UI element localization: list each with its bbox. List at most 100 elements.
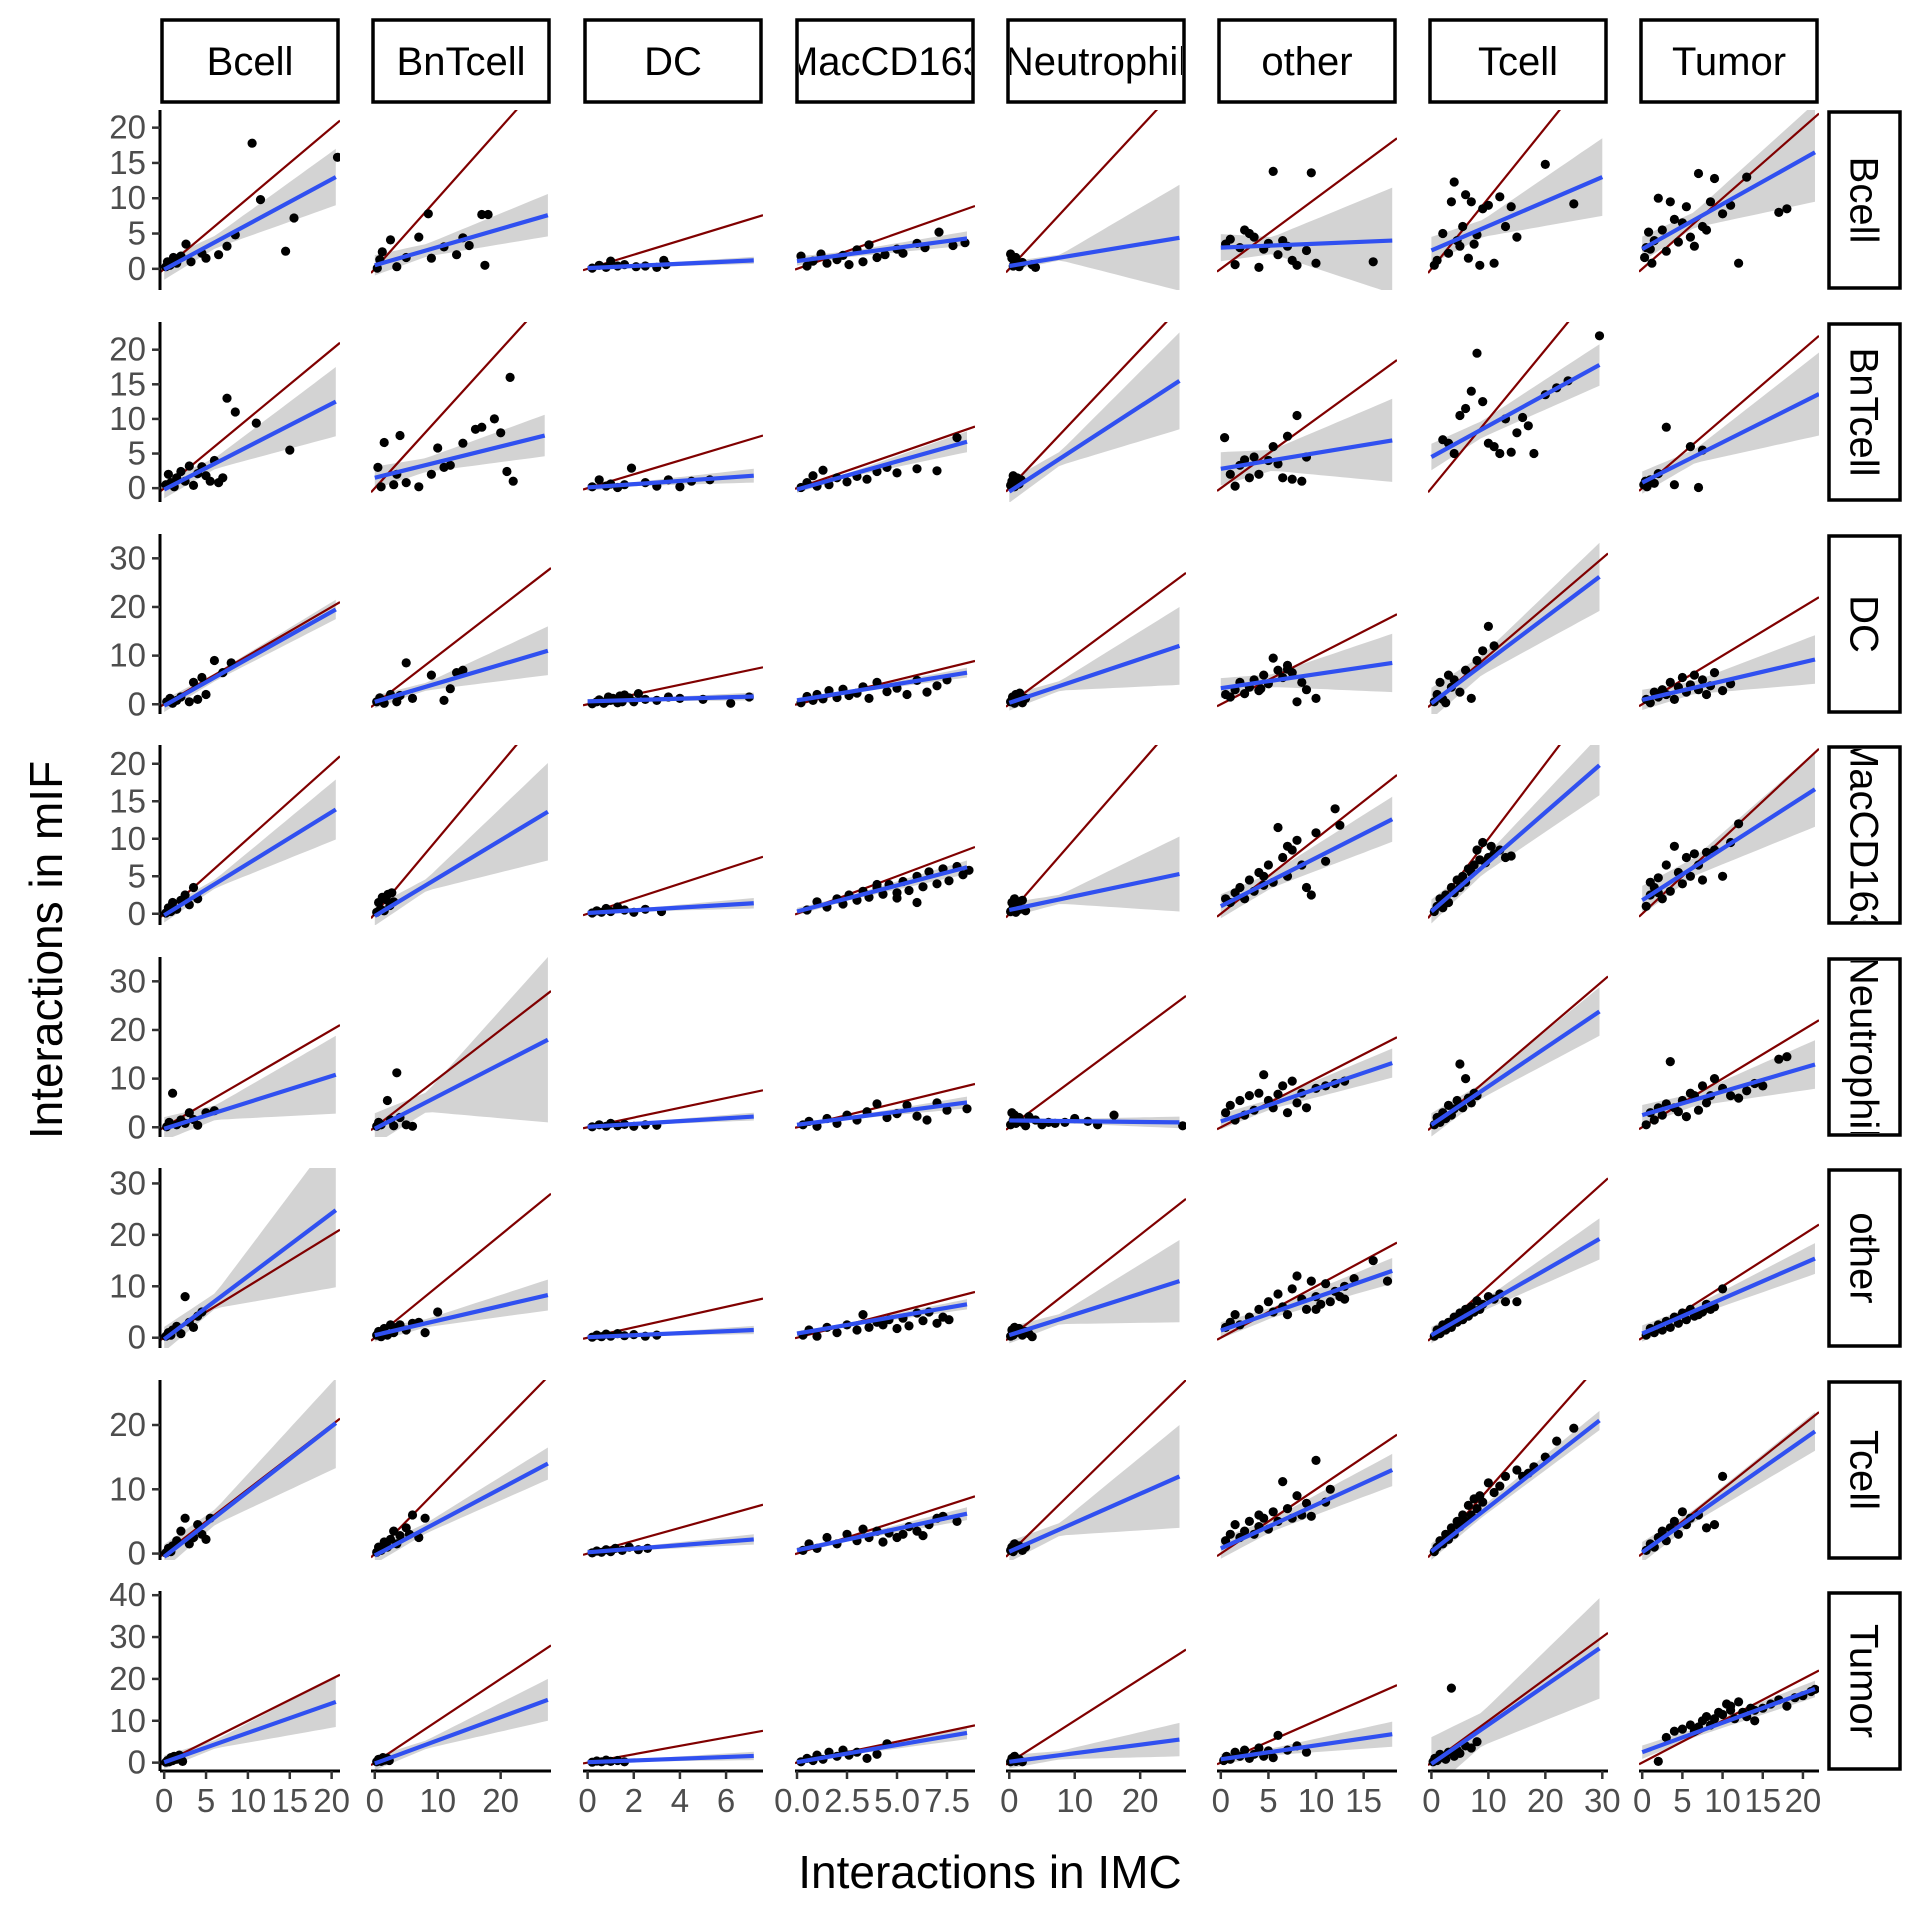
column-strip-box: [1217, 18, 1397, 104]
panel-bntcell-vs-tcell: [1428, 322, 1605, 494]
data-point: [878, 889, 888, 899]
data-point: [1495, 448, 1505, 459]
fit-line: [163, 807, 337, 918]
confidence-band: [1009, 332, 1180, 502]
x-tick-label: 0: [1422, 1782, 1440, 1819]
data-point: [1734, 819, 1744, 829]
data-point: [898, 1529, 908, 1539]
panel-other-vs-tumor: [1639, 1223, 1819, 1342]
data-point: [201, 1534, 211, 1544]
data-point: [1669, 694, 1679, 705]
confidence-band: [374, 1279, 548, 1342]
data-point: [373, 462, 383, 472]
data-point: [1693, 482, 1704, 493]
data-point: [458, 438, 468, 448]
data-point: [1225, 234, 1235, 244]
identity-line: [371, 110, 518, 274]
data-point: [812, 1331, 822, 1341]
data-point: [1478, 1497, 1488, 1507]
data-point: [1282, 841, 1293, 851]
panel-dc-vs-bntcell: [371, 567, 551, 709]
data-point: [1529, 448, 1539, 459]
data-point: [385, 235, 396, 245]
column-strip-box: [583, 18, 763, 104]
data-point: [1718, 1471, 1728, 1481]
data-point: [1653, 1756, 1663, 1766]
data-point: [1455, 1059, 1465, 1069]
x-tick-label: 15: [271, 1782, 308, 1819]
data-point: [904, 885, 914, 896]
data-point: [508, 476, 518, 486]
data-point: [1021, 1121, 1031, 1131]
fit-line: [1430, 363, 1601, 459]
row-strip-label: Tumor: [1842, 1624, 1886, 1738]
data-point: [1225, 692, 1235, 702]
data-point: [858, 1310, 868, 1320]
data-point: [822, 1532, 832, 1543]
data-point: [924, 867, 934, 877]
identity-line: [371, 1380, 547, 1559]
data-point: [1027, 1332, 1037, 1342]
data-point: [247, 138, 257, 148]
panel-other-vs-dc: [583, 1297, 763, 1342]
data-point: [1282, 1108, 1293, 1118]
data-point: [1466, 693, 1476, 704]
data-point: [892, 893, 902, 903]
row-strip-box: [1827, 957, 1902, 1137]
fit-line: [1641, 1686, 1816, 1755]
row-strip-label: other: [1842, 1212, 1886, 1303]
data-point: [407, 1510, 418, 1520]
data-point: [1693, 1105, 1704, 1115]
fit-line: [163, 1699, 337, 1765]
data-point: [1673, 237, 1683, 247]
data-point: [1649, 478, 1659, 488]
data-point: [1758, 1081, 1768, 1091]
y-tick-label: 20: [109, 1011, 146, 1048]
data-point: [1292, 410, 1302, 421]
column-strip-box: [795, 18, 975, 104]
data-point: [1368, 1256, 1378, 1266]
data-point: [1449, 177, 1459, 187]
data-point: [1665, 197, 1675, 207]
identity-line: [371, 990, 551, 1132]
fit-line: [374, 433, 546, 480]
panel-dc-vs-other: [1217, 613, 1397, 708]
data-point: [483, 209, 493, 220]
data-point: [1254, 469, 1264, 479]
fit-line: [162, 1208, 338, 1341]
data-point: [1469, 239, 1479, 249]
data-point: [1263, 860, 1273, 870]
y-tick-label: 30: [109, 1618, 146, 1655]
data-point: [395, 1531, 405, 1541]
y-tick-label: 20: [109, 109, 146, 146]
column-strip-bcell: Bcell: [160, 18, 340, 104]
data-point: [445, 460, 455, 470]
fit-line: [373, 809, 549, 918]
data-point: [1669, 214, 1679, 224]
fit-line: [1008, 643, 1181, 705]
data-point: [858, 257, 868, 267]
panel-neutrophil-vs-maccd163: [795, 1082, 975, 1131]
confidence-band: [374, 763, 548, 925]
data-point: [1221, 1108, 1231, 1118]
data-point: [1230, 260, 1240, 270]
data-point: [1446, 1683, 1456, 1693]
data-point: [1472, 1504, 1482, 1514]
strips-layer: Bcell BnTcell DC MacCD163 Neutrophil other Tce…: [160, 18, 1902, 1771]
data-point: [489, 414, 499, 424]
fit-line: [587, 1753, 754, 1765]
row-strip-other: other: [1827, 1168, 1902, 1348]
fit-line: [796, 236, 968, 264]
data-point: [882, 687, 892, 697]
data-point: [1500, 221, 1511, 232]
identity-line: [160, 755, 340, 919]
x-tick-label: 0: [155, 1782, 173, 1819]
data-point: [1665, 677, 1675, 688]
data-point: [1705, 197, 1716, 207]
y-axis-row-neutrophil: 0 10 20 30: [109, 957, 162, 1145]
fit-line: [796, 1100, 968, 1127]
data-point: [1268, 442, 1278, 452]
data-point: [1321, 1279, 1331, 1289]
data-point: [1441, 698, 1451, 708]
